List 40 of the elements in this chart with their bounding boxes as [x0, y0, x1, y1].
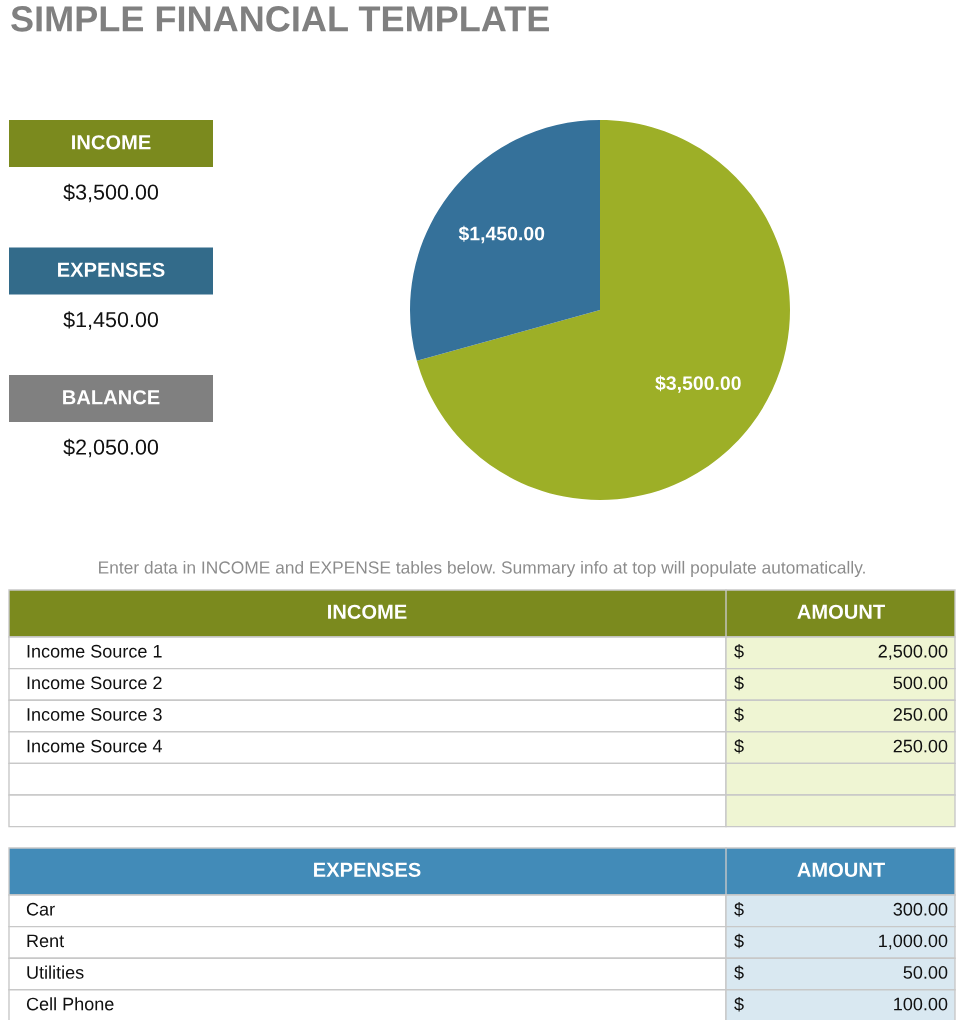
data-label: 100.00 — [894, 997, 948, 1011]
data-label: $1,450.00 — [458, 225, 545, 244]
text: $ — [734, 965, 744, 980]
text: $1,450.00 — [63, 311, 159, 330]
category-label: Car — [26, 902, 55, 916]
text: $ — [734, 675, 744, 691]
category-label: Utilities — [27, 965, 84, 979]
text: $ — [734, 707, 744, 722]
pie-slice — [416, 120, 790, 500]
data-label: 500.00 — [893, 676, 948, 690]
data-label: $3,500.00 — [655, 375, 741, 393]
category-label: Income Source 3 — [27, 708, 162, 721]
data-label: 250.00 — [893, 739, 948, 753]
category-label: EXPENSES — [58, 262, 165, 277]
text: INCOME — [328, 604, 407, 619]
text: AMOUNT — [797, 862, 885, 877]
category-label: Income Source 2 — [27, 676, 162, 690]
data-label: 1,000.00 — [879, 934, 948, 950]
text: $ — [734, 902, 744, 917]
category-label: INCOME — [72, 135, 151, 150]
text: $3,500.00 — [63, 183, 159, 203]
category-label: Income Source 1 — [27, 644, 162, 658]
pie-slice — [410, 120, 600, 361]
text: $2,050.00 — [63, 438, 159, 458]
category-label: Cell Phone — [26, 997, 114, 1011]
category-label: BALANCE — [63, 390, 160, 405]
data-label: 300.00 — [893, 902, 948, 916]
data-label: 50.00 — [903, 966, 948, 979]
text: $ — [734, 738, 744, 754]
data-label: 250.00 — [893, 708, 948, 721]
text: $ — [734, 933, 744, 949]
text: $ — [734, 644, 744, 659]
text: EXPENSES — [314, 862, 421, 877]
category-label: Rent — [27, 934, 65, 948]
category-label: Income Source 4 — [27, 739, 162, 753]
text: $ — [734, 996, 744, 1012]
text: AMOUNT — [797, 604, 885, 619]
data-label: 2,500.00 — [878, 644, 948, 660]
text: Enter data in INCOME and EXPENSE tables below. Summary info at top will populate automatically. — [99, 560, 865, 578]
text: SIMPLE FINANCIAL TEMPLATE — [11, 6, 549, 32]
